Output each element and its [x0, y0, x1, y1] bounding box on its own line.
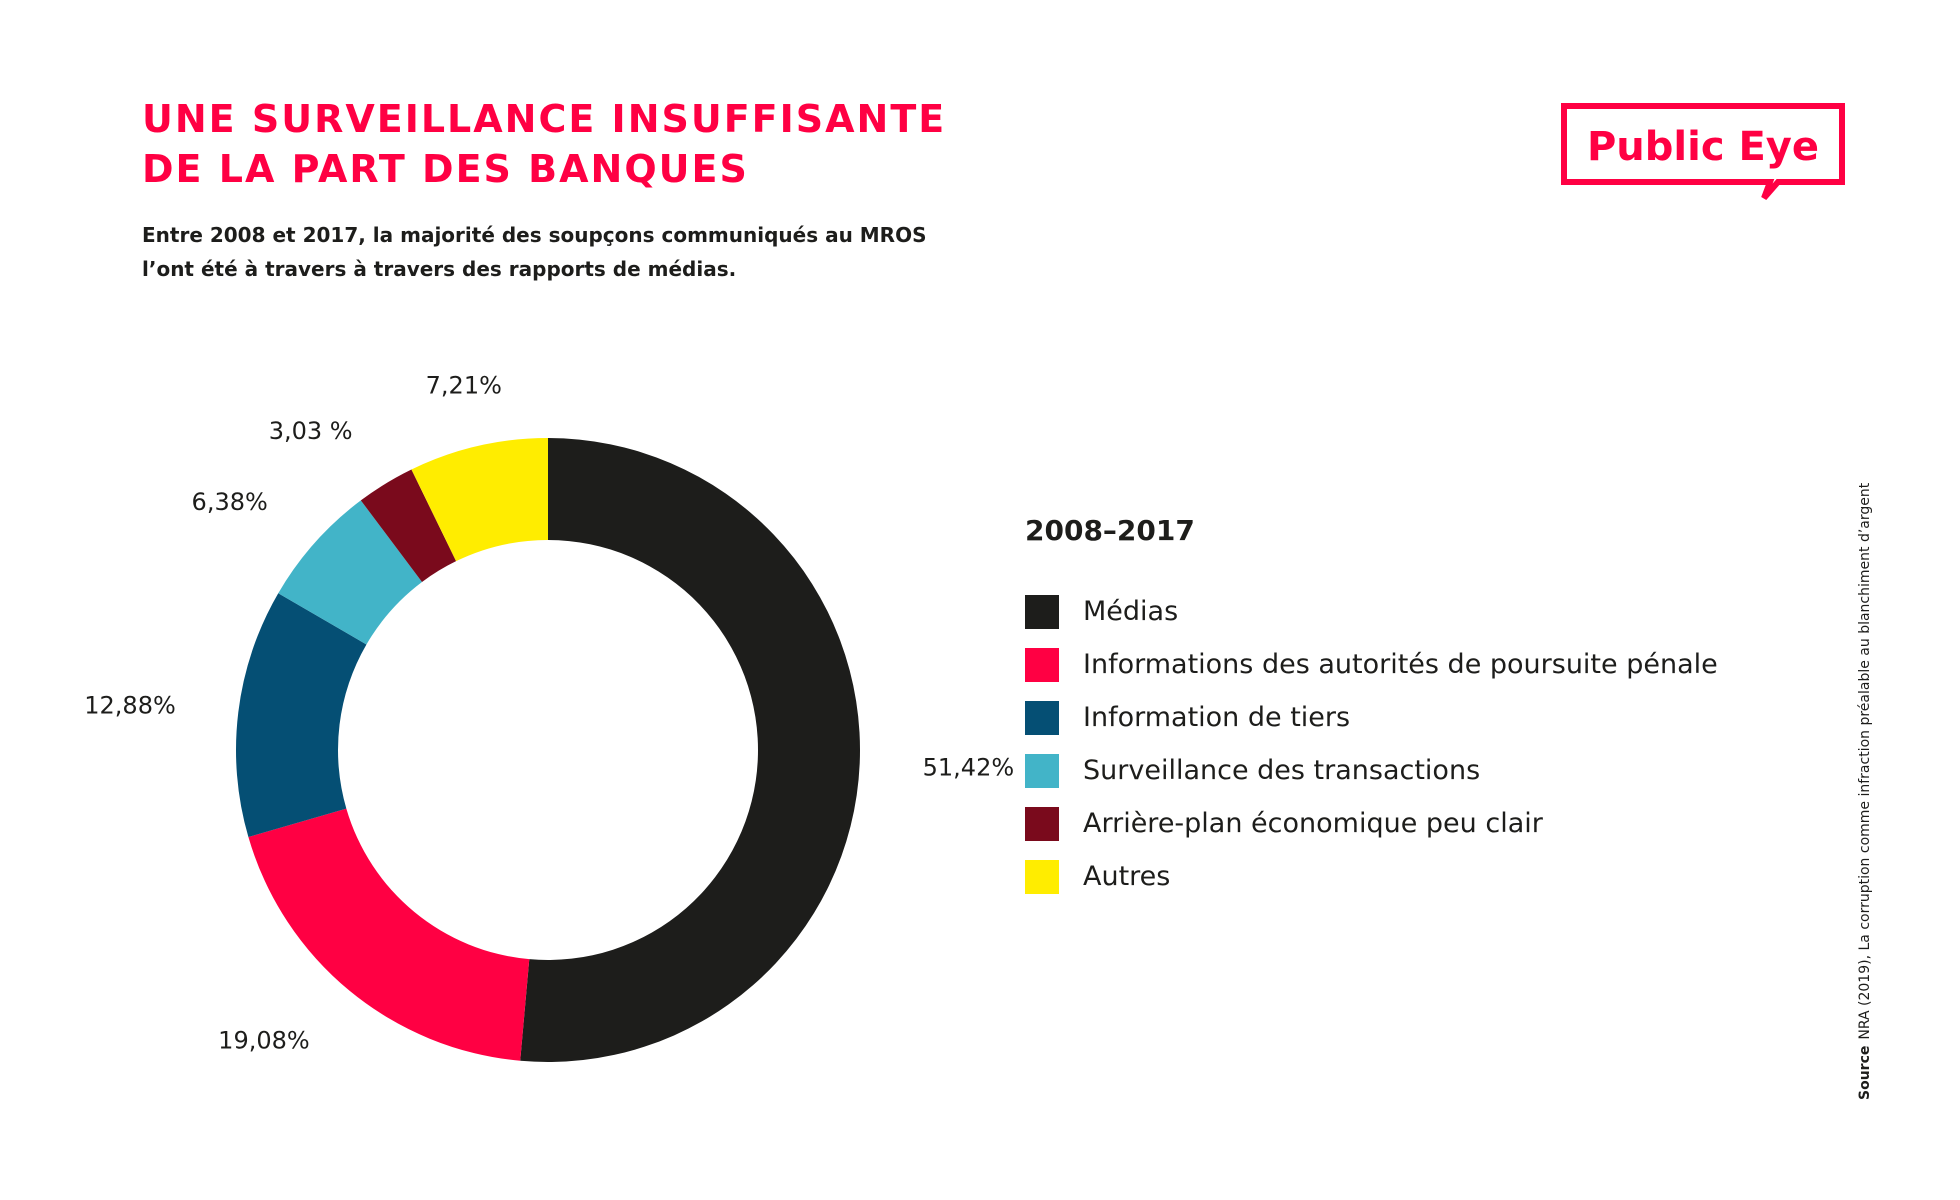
chart-title: UNE SURVEILLANCE INSUFFISANTE DE LA PART… — [142, 94, 1042, 194]
legend-item-information-de-tiers: Information de tiers — [1025, 691, 1845, 744]
chart-legend: 2008–2017 Médias Informations des autorit… — [1025, 514, 1845, 903]
legend-swatch — [1025, 806, 1059, 841]
legend-title: 2008–2017 — [1025, 514, 1195, 547]
legend-items: Médias Informations des autorités de pour… — [1025, 585, 1845, 903]
donut-slice-autres — [411, 438, 548, 562]
source-label: Source — [1857, 1045, 1873, 1100]
donut-slice-surveillance-des-transactions — [278, 500, 423, 645]
donut-slices — [236, 438, 860, 1062]
subtitle-line-2: l’ont été à travers à travers des rappor… — [142, 257, 737, 281]
chart-subtitle: Entre 2008 et 2017, la majorité des soup… — [142, 218, 1042, 286]
source-text: NRA (2019), La corruption comme infracti… — [1857, 482, 1873, 1040]
legend-label: Autres — [1083, 861, 1171, 892]
value-label-medias: 51,42% — [923, 754, 1015, 782]
donut-value-labels: 51,42% 19,08% 12,88% 6,38% 3,03 % 7,21% — [84, 372, 1014, 1055]
legend-label: Information de tiers — [1083, 702, 1351, 733]
donut-slice-information-de-tiers — [236, 593, 367, 838]
legend-item-medias: Médias — [1025, 585, 1845, 638]
legend-item-autres: Autres — [1025, 850, 1845, 903]
value-label-surveillance-des-transactions: 6,38% — [192, 488, 268, 516]
donut-slice-informations-des-autorites-de-poursuite-penale — [248, 808, 530, 1061]
value-label-arriere-plan-economique-peu-clair: 3,03 % — [269, 417, 353, 445]
logo-text: Public Eye — [1587, 124, 1819, 170]
legend-item-surveillance-des-transactions: Surveillance des transactions — [1025, 744, 1845, 797]
title-line-2: DE LA PART DES BANQUES — [142, 147, 749, 191]
legend-item-arriere-plan-economique-peu-clair: Arrière-plan économique peu clair — [1025, 797, 1845, 850]
subtitle-line-1: Entre 2008 et 2017, la majorité des soup… — [142, 223, 927, 247]
legend-item-informations-des-autorites-de-poursuite-penale: Informations des autorités de poursuite … — [1025, 638, 1845, 691]
legend-label: Arrière-plan économique peu clair — [1083, 808, 1543, 839]
title-line-1: UNE SURVEILLANCE INSUFFISANTE — [142, 97, 947, 141]
value-label-information-de-tiers: 12,88% — [84, 691, 176, 719]
donut-slice-arriere-plan-economique-peu-clair — [360, 469, 457, 582]
legend-swatch — [1025, 647, 1059, 682]
legend-label: Informations des autorités de poursuite … — [1083, 649, 1718, 680]
legend-swatch — [1025, 859, 1059, 894]
legend-swatch — [1025, 594, 1059, 629]
public-eye-logo: Public Eye — [1561, 103, 1845, 200]
legend-label: Médias — [1083, 596, 1179, 627]
value-label-informations-des-autorites-de-poursuite-penale: 19,08% — [218, 1027, 310, 1055]
donut-slice-medias — [520, 438, 860, 1062]
value-label-autres: 7,21% — [426, 372, 502, 400]
legend-swatch — [1025, 700, 1059, 735]
legend-label: Surveillance des transactions — [1083, 755, 1481, 786]
source-note: Source NRA (2019), La corruption comme in… — [1857, 483, 1873, 1100]
legend-swatch — [1025, 753, 1059, 788]
